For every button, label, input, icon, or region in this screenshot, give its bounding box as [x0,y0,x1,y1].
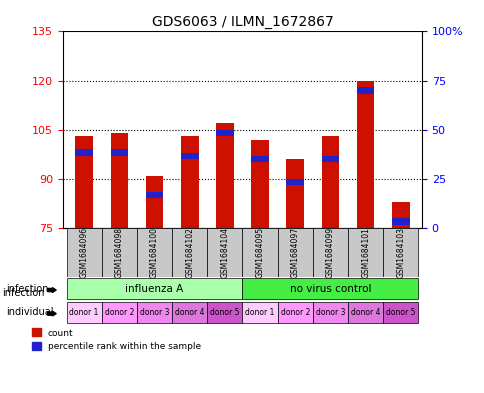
FancyBboxPatch shape [172,228,207,277]
Bar [391,218,409,225]
Bar [110,149,128,156]
FancyBboxPatch shape [136,228,172,277]
FancyBboxPatch shape [277,228,312,277]
Bar [286,159,303,228]
Text: GSM1684097: GSM1684097 [290,227,299,278]
Text: infection: infection [2,288,45,298]
Bar [356,81,374,228]
Bar [216,123,233,228]
Bar [181,152,198,159]
Text: donor 1: donor 1 [245,308,274,317]
FancyBboxPatch shape [102,228,136,277]
FancyBboxPatch shape [66,302,102,323]
FancyBboxPatch shape [66,278,242,299]
FancyBboxPatch shape [242,228,277,277]
FancyBboxPatch shape [66,228,102,277]
Text: GSM1684101: GSM1684101 [361,227,369,278]
Bar [216,130,233,136]
Bar [356,87,374,94]
Text: donor 4: donor 4 [175,308,204,317]
Text: donor 2: donor 2 [280,308,309,317]
Text: GSM1684104: GSM1684104 [220,227,229,278]
FancyBboxPatch shape [242,278,418,299]
FancyBboxPatch shape [382,228,418,277]
Bar [391,202,409,228]
Bar [251,140,268,228]
Bar [321,136,339,228]
FancyBboxPatch shape [312,228,348,277]
Text: GSM1684096: GSM1684096 [79,227,89,278]
FancyBboxPatch shape [207,228,242,277]
Bar [251,156,268,162]
Text: donor 2: donor 2 [105,308,134,317]
FancyBboxPatch shape [348,228,382,277]
FancyBboxPatch shape [382,302,418,323]
FancyBboxPatch shape [207,302,242,323]
FancyBboxPatch shape [348,302,382,323]
Text: donor 1: donor 1 [69,308,99,317]
FancyBboxPatch shape [277,302,312,323]
Text: donor 3: donor 3 [139,308,169,317]
Text: GSM1684095: GSM1684095 [255,227,264,278]
Text: GSM1684103: GSM1684103 [395,227,405,278]
Bar [145,176,163,228]
Bar [286,179,303,185]
FancyBboxPatch shape [102,302,136,323]
Text: GSM1684098: GSM1684098 [115,227,123,278]
Bar [75,149,93,156]
Text: GSM1684102: GSM1684102 [185,227,194,278]
Bar [145,192,163,198]
Text: donor 5: donor 5 [385,308,415,317]
Text: GSM1684099: GSM1684099 [325,227,334,278]
FancyBboxPatch shape [136,302,172,323]
FancyBboxPatch shape [242,302,277,323]
FancyBboxPatch shape [312,302,348,323]
Title: GDS6063 / ILMN_1672867: GDS6063 / ILMN_1672867 [151,15,333,29]
Bar [181,136,198,228]
Legend: count, percentile rank within the sample: count, percentile rank within the sample [31,329,201,351]
Bar [321,156,339,162]
Bar [75,136,93,228]
Text: influenza A: influenza A [125,284,183,294]
FancyBboxPatch shape [172,302,207,323]
Text: individual: individual [6,307,53,318]
Text: infection: infection [6,284,48,294]
Text: donor 3: donor 3 [315,308,345,317]
Text: donor 4: donor 4 [350,308,379,317]
Text: GSM1684100: GSM1684100 [150,227,159,278]
Text: donor 5: donor 5 [210,308,239,317]
Bar [110,133,128,228]
Text: no virus control: no virus control [289,284,370,294]
